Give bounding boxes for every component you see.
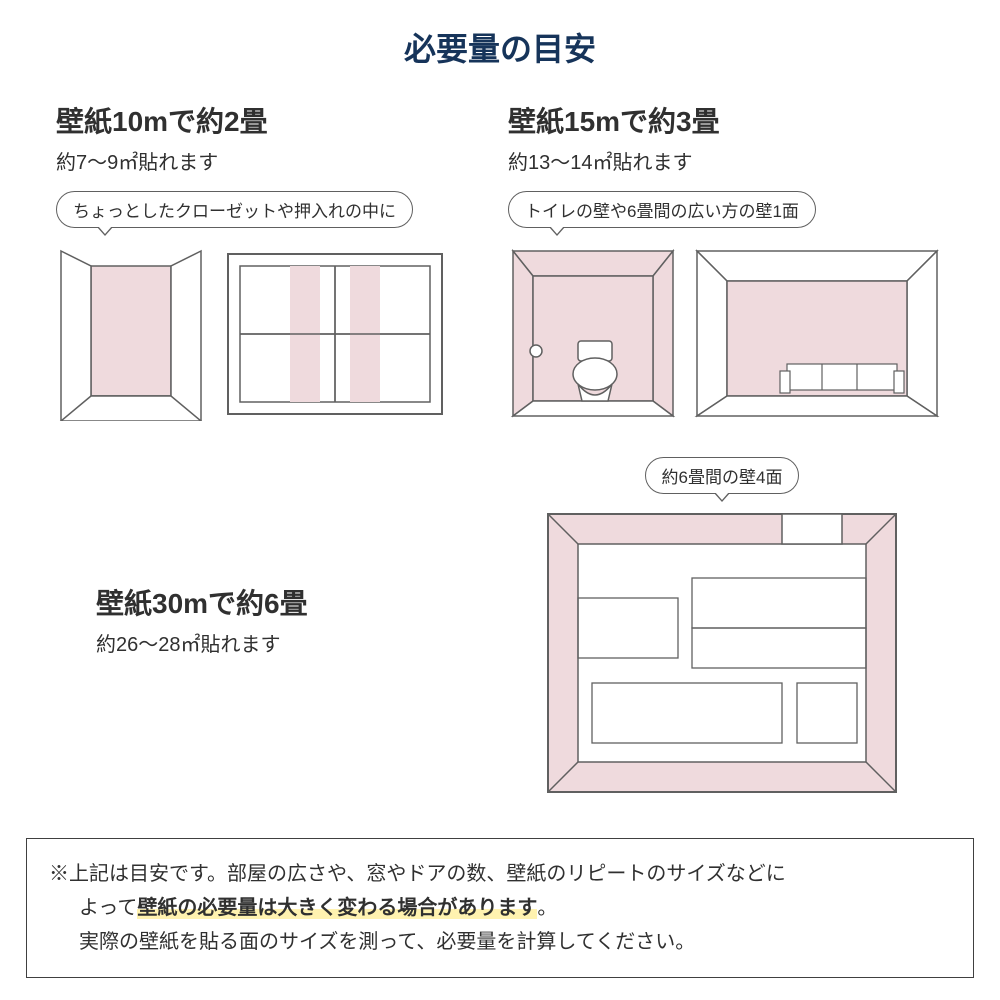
page-title: 必要量の目安 (0, 0, 1000, 70)
note-line-3: 実際の壁紙を貼る面のサイズを測って、必要量を計算してください。 (49, 925, 951, 959)
note-line-1: ※上記は目安です。部屋の広さや、窓やドアの数、壁紙のリピートのサイズなどに (49, 857, 951, 891)
closet-icon (56, 246, 206, 421)
illustration-row (508, 246, 944, 421)
section-sub: 約7〜9㎡貼れます (56, 146, 492, 175)
sections-container: 壁紙10mで約2畳 約7〜9㎡貼れます ちょっとしたクローゼットや押入れの中に (0, 70, 1000, 798)
section-heading: 壁紙10mで約2畳 (56, 100, 492, 140)
note-line-2: よって壁紙の必要量は大きく変わる場合があります。 (49, 891, 951, 925)
note-box: ※上記は目安です。部屋の広さや、窓やドアの数、壁紙のリピートのサイズなどに よっ… (26, 838, 974, 978)
bubble-label: 約6畳間の壁4面 (645, 457, 800, 494)
bubble-label: トイレの壁や6畳間の広い方の壁1面 (508, 191, 816, 228)
section-sub: 約13〜14㎡貼れます (508, 146, 944, 175)
toilet-room-icon (508, 246, 678, 421)
section-heading: 壁紙15mで約3畳 (508, 100, 944, 140)
highlighted-text: 壁紙の必要量は大きく変わる場合があります (137, 897, 537, 919)
living-wall-icon (692, 246, 942, 421)
bubble-label: ちょっとしたクローゼットや押入れの中に (56, 191, 413, 228)
illustration-row (56, 246, 492, 421)
section-heading: 壁紙30mで約6畳 (96, 582, 500, 622)
section-sub: 約26〜28㎡貼れます (96, 628, 500, 657)
section-10m: 壁紙10mで約2畳 約7〜9㎡貼れます ちょっとしたクローゼットや押入れの中に (48, 100, 500, 441)
section-15m: 壁紙15mで約3畳 約13〜14㎡貼れます トイレの壁や6畳間の広い方の壁1面 (500, 100, 952, 441)
sliding-closet-icon (220, 246, 450, 421)
room-plan-icon (542, 508, 902, 798)
section-30m: 壁紙30mで約6畳 約26〜28㎡貼れます 約6畳間の壁4面 (48, 441, 952, 798)
